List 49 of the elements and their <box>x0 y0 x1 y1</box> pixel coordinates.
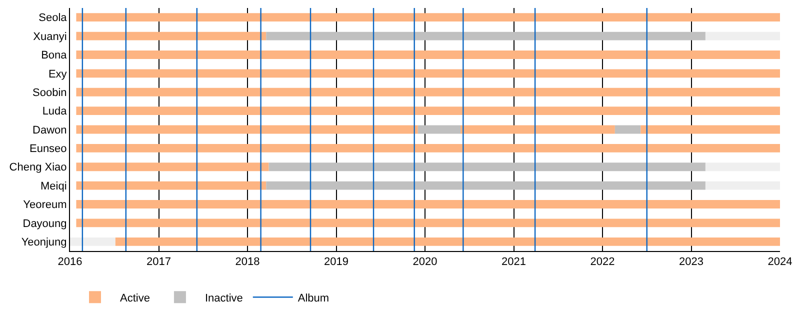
bar <box>76 32 266 40</box>
bar <box>614 125 641 134</box>
x-tick-label: 2023 <box>679 256 704 268</box>
legend-label: Album <box>298 292 330 304</box>
bar <box>418 125 460 134</box>
legend-label: Inactive <box>204 292 243 304</box>
y-tick-label: Dayoung <box>22 218 67 230</box>
y-tick-label: Cheng Xiao <box>9 162 67 174</box>
bar <box>70 237 116 246</box>
x-tick-label: 2016 <box>58 256 82 268</box>
bar <box>705 181 780 190</box>
x-tick-label: 2017 <box>146 256 171 268</box>
legend-label: Active <box>120 292 150 304</box>
bar <box>115 237 780 246</box>
y-tick-label: Xuanyi <box>33 30 67 43</box>
bar <box>76 69 780 78</box>
y-tick-label: Luda <box>42 106 68 118</box>
y-tick-label: Soobin <box>32 86 67 99</box>
bar <box>76 162 269 172</box>
y-tick-label: Dawon <box>32 124 67 136</box>
x-tick-label: 2018 <box>235 256 260 268</box>
bar <box>705 32 780 40</box>
x-tick-label: 2020 <box>412 256 438 268</box>
y-tick-label: Bona <box>41 50 68 62</box>
y-tick-label: Meiqi <box>40 180 67 192</box>
bar <box>268 162 706 172</box>
x-tick-label: 2019 <box>324 256 348 268</box>
bar <box>76 144 780 152</box>
bar <box>76 200 780 208</box>
bar <box>76 50 780 59</box>
bar <box>76 125 418 134</box>
bar <box>76 181 266 190</box>
bar <box>76 106 780 116</box>
bar <box>640 125 780 134</box>
x-tick-label: 2024 <box>768 256 792 268</box>
y-tick-label: Seola <box>38 12 68 24</box>
bar <box>266 32 706 40</box>
bar <box>705 162 780 172</box>
bar <box>76 88 780 96</box>
bar <box>460 125 615 134</box>
y-tick-label: Exy <box>48 68 68 80</box>
bar <box>266 181 706 190</box>
x-tick-label: 2022 <box>590 256 615 268</box>
y-tick-label: Yeoreum <box>23 199 67 212</box>
y-tick-label: Yeonjung <box>21 236 67 248</box>
bar <box>76 218 780 228</box>
bar <box>76 13 780 22</box>
y-tick-label: Eunseo <box>29 143 67 156</box>
x-tick-label: 2021 <box>502 256 526 268</box>
